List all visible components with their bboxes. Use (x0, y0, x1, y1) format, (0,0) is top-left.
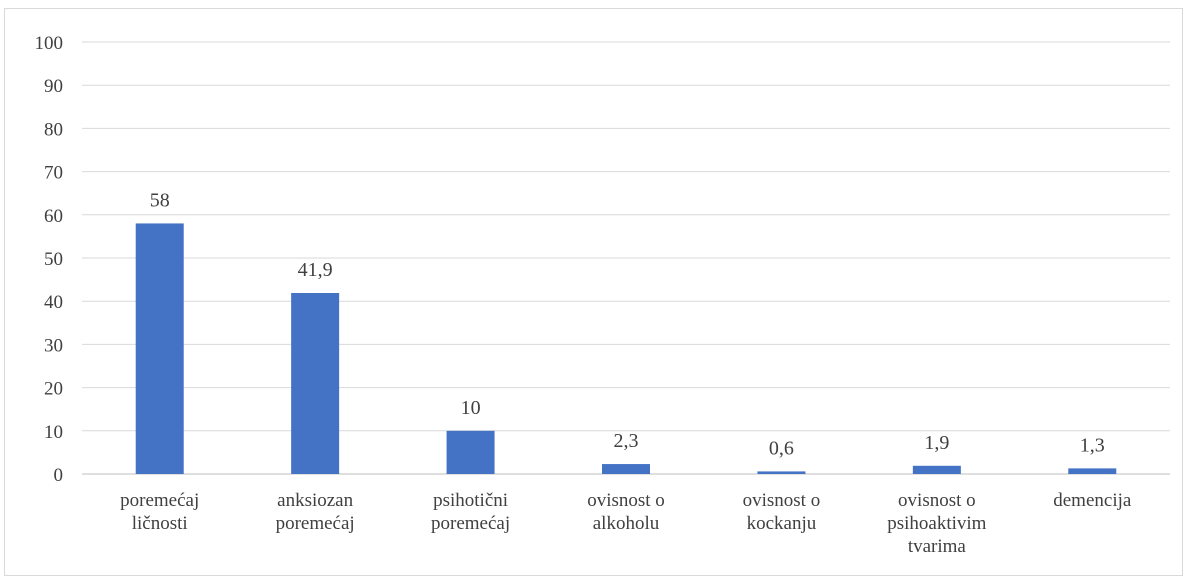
x-category-label-0: ličnosti (132, 513, 188, 534)
y-tick-label: 0 (54, 465, 64, 486)
data-label-6: 1,3 (1080, 434, 1105, 456)
y-tick-label: 90 (44, 76, 63, 97)
x-category-label-1: poremećaj (276, 513, 355, 534)
x-category-label-5: tvarima (908, 536, 967, 557)
y-tick-label: 100 (35, 33, 64, 54)
data-labels: 58 41,9 10 2,3 0,6 1,9 1,3 (150, 189, 1105, 459)
bar-3 (602, 464, 650, 474)
y-tick-label: 80 (44, 119, 63, 140)
bar-5 (912, 465, 961, 474)
gridlines (82, 41, 1170, 475)
data-label-1: 41,9 (298, 259, 333, 281)
x-category-label-0: poremećaj (120, 490, 199, 511)
y-axis: 0 10 20 30 40 50 60 70 80 90 100 (35, 33, 64, 486)
bars (135, 223, 1117, 474)
x-category-label-2: poremećaj (431, 513, 510, 534)
y-tick-label: 10 (44, 422, 63, 443)
x-category-label-3: alkoholu (593, 513, 660, 534)
bar-2 (446, 430, 495, 474)
x-category-label-5: psihoaktivim (887, 513, 986, 534)
x-category-label-6: demencija (1053, 490, 1132, 511)
x-axis: poremećajličnostianksiozanporemećajpsiho… (120, 490, 1132, 557)
bar-1 (291, 292, 340, 474)
data-label-4: 0,6 (769, 437, 794, 459)
y-tick-label: 20 (44, 379, 63, 400)
y-tick-label: 70 (44, 163, 63, 184)
x-category-label-3: ovisnost o (587, 490, 665, 511)
x-category-label-5: ovisnost o (898, 490, 976, 511)
x-category-label-2: psihotični (433, 490, 508, 511)
x-category-label-4: ovisnost o (743, 490, 821, 511)
x-category-label-1: anksiozan (277, 490, 353, 511)
data-label-3: 2,3 (614, 430, 639, 452)
data-label-0: 58 (150, 189, 170, 211)
x-category-label-4: kockanju (747, 513, 817, 534)
bar-6 (1068, 468, 1117, 474)
chart-frame (4, 8, 1183, 576)
y-tick-label: 50 (44, 249, 63, 270)
y-tick-label: 40 (44, 292, 63, 313)
data-label-2: 10 (461, 397, 481, 419)
bar-4 (757, 471, 806, 474)
bar-0 (135, 223, 184, 474)
y-tick-label: 60 (44, 206, 63, 227)
data-label-5: 1,9 (924, 432, 949, 454)
y-tick-label: 30 (44, 335, 63, 356)
